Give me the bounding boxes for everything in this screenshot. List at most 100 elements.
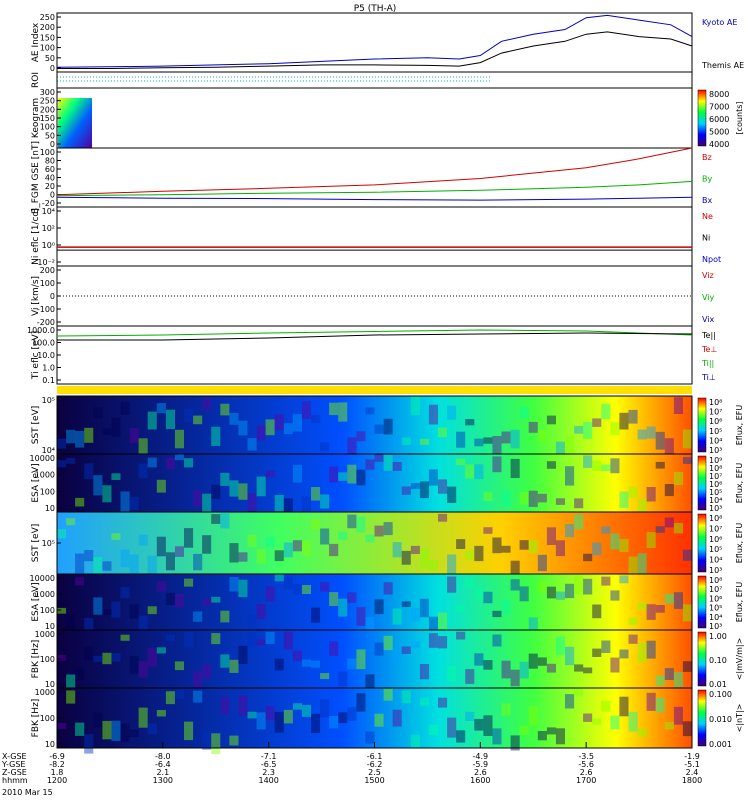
colorbar-label: Eflux, EFU [735, 463, 744, 504]
spectrogram-cell [265, 706, 275, 721]
spectrogram-cell [202, 598, 212, 606]
y-tick-label: 150 [40, 33, 55, 42]
panel-frame [56, 87, 693, 149]
legend-entry: Npot [702, 255, 721, 264]
y-axis-label: AE Index [31, 22, 41, 62]
spectrogram-cell [356, 516, 366, 533]
spectrogram-cell [628, 617, 638, 626]
spectrogram-cell [419, 598, 429, 618]
spectrogram-cell [646, 426, 656, 439]
x-row-label: Z-GSE [2, 768, 27, 777]
spectrogram-cell [528, 617, 538, 636]
spectrogram-cell [392, 648, 402, 663]
spectrogram-cell [66, 690, 76, 704]
spectrogram-cell [565, 466, 575, 486]
spectrogram-cell [428, 404, 438, 425]
spectrogram-cell [111, 601, 121, 618]
spectrogram-cell [628, 486, 638, 498]
spectrogram-cell [138, 661, 148, 678]
spectrogram-cell [356, 693, 366, 712]
spectrogram-cell [628, 711, 638, 732]
spectrogram-cell [519, 726, 529, 735]
spectrogram-cell [501, 660, 511, 679]
spectrogram-cell [274, 574, 284, 582]
spectrogram-cell [311, 607, 321, 623]
spectrogram-cell [174, 546, 184, 557]
spectrogram-cell [156, 710, 166, 717]
spectrogram-cell [619, 539, 629, 552]
colorbar-tick-label: 0.010 [709, 715, 732, 724]
spectrogram-cell [165, 592, 175, 605]
spectrogram-cell [147, 457, 157, 468]
spectrogram-cell [419, 438, 429, 445]
legend-entry: Viy [702, 293, 715, 302]
spectrogram-cell [637, 553, 647, 575]
spectrogram-cell [682, 661, 692, 672]
spectrogram-cell [410, 483, 420, 490]
spectrogram-cell [555, 636, 565, 655]
spectrogram-cell [492, 436, 502, 457]
spectrogram-cell [220, 697, 230, 715]
spectrogram-cell [510, 579, 520, 591]
y-tick-label: 100 [40, 655, 55, 664]
spectrogram-cell [646, 692, 656, 711]
x-row-value: -6.5 [261, 760, 277, 769]
spectrogram-cell [274, 658, 284, 671]
spectrogram-cell [383, 582, 393, 595]
spectrogram-cell [619, 575, 629, 584]
spectrogram-cell [129, 496, 139, 511]
spectrogram-cell [447, 405, 457, 420]
y-tick-label: 200 [40, 105, 55, 114]
colorbar-tick-label: 10⁵ [709, 545, 722, 554]
spectrogram-cell [410, 608, 420, 622]
spectrogram-cell [565, 583, 575, 599]
legend-entry: By [702, 175, 712, 184]
spectrogram-cell [174, 690, 184, 699]
spectrogram-cell [583, 553, 593, 562]
y-tick-label: 150 [40, 114, 55, 123]
spectrogram-cell [410, 396, 420, 416]
spectrogram-cell [483, 660, 493, 670]
spectrogram-cell [365, 459, 375, 470]
y-tick-label: -100 [37, 305, 55, 314]
spectrogram-cell [601, 403, 611, 420]
spectrogram-cell [347, 592, 357, 603]
spectrogram-cell [583, 578, 593, 595]
spectrogram-cell [365, 731, 375, 744]
spectrogram-cell [102, 720, 112, 740]
panel-esa_e: ESA [eV]10000 1000 100 10 10⁹10⁸10⁷10⁶10⁵10⁴… [30, 453, 744, 516]
spectrogram-cell [102, 485, 112, 503]
spectrogram-cell [637, 643, 647, 663]
spectrogram-cell [311, 487, 321, 501]
spectrogram-cell [283, 498, 293, 516]
spectrogram-cell [574, 575, 584, 595]
y-tick-label: 10² [42, 224, 55, 233]
spectrogram-cell [274, 495, 284, 512]
spectrogram-cell [320, 673, 330, 680]
spectrogram-cell [583, 713, 593, 722]
spectrogram-cell [138, 534, 148, 546]
colorbar-tick-label: 7000 [709, 103, 729, 112]
spectrogram-cell [410, 545, 420, 554]
y-tick-label: 10⁴ [42, 207, 55, 216]
spectrogram-cell [211, 484, 221, 499]
spectrogram-cell [555, 728, 565, 745]
spectrogram-cell [256, 476, 266, 497]
spectrogram-cell [184, 721, 194, 741]
spectrogram-cell [528, 653, 538, 669]
spectrogram-cell [501, 545, 511, 553]
spectrogram-cell [256, 712, 266, 730]
x-row-value: 1200 [47, 776, 67, 785]
spectrogram-cell [537, 581, 547, 593]
colorbar-tick-label: 10⁶ [709, 480, 722, 489]
spectrogram-cell [565, 436, 575, 456]
spectrogram-cell [646, 604, 656, 620]
spectrogram-cell [610, 715, 620, 730]
spectrogram-cell [156, 647, 166, 654]
spectrogram-cell [193, 690, 203, 703]
spectrogram-cell [583, 455, 593, 468]
spectrogram-cell [456, 605, 466, 613]
spectrogram-cell [374, 713, 384, 727]
y-tick-label: 10 [45, 504, 55, 513]
